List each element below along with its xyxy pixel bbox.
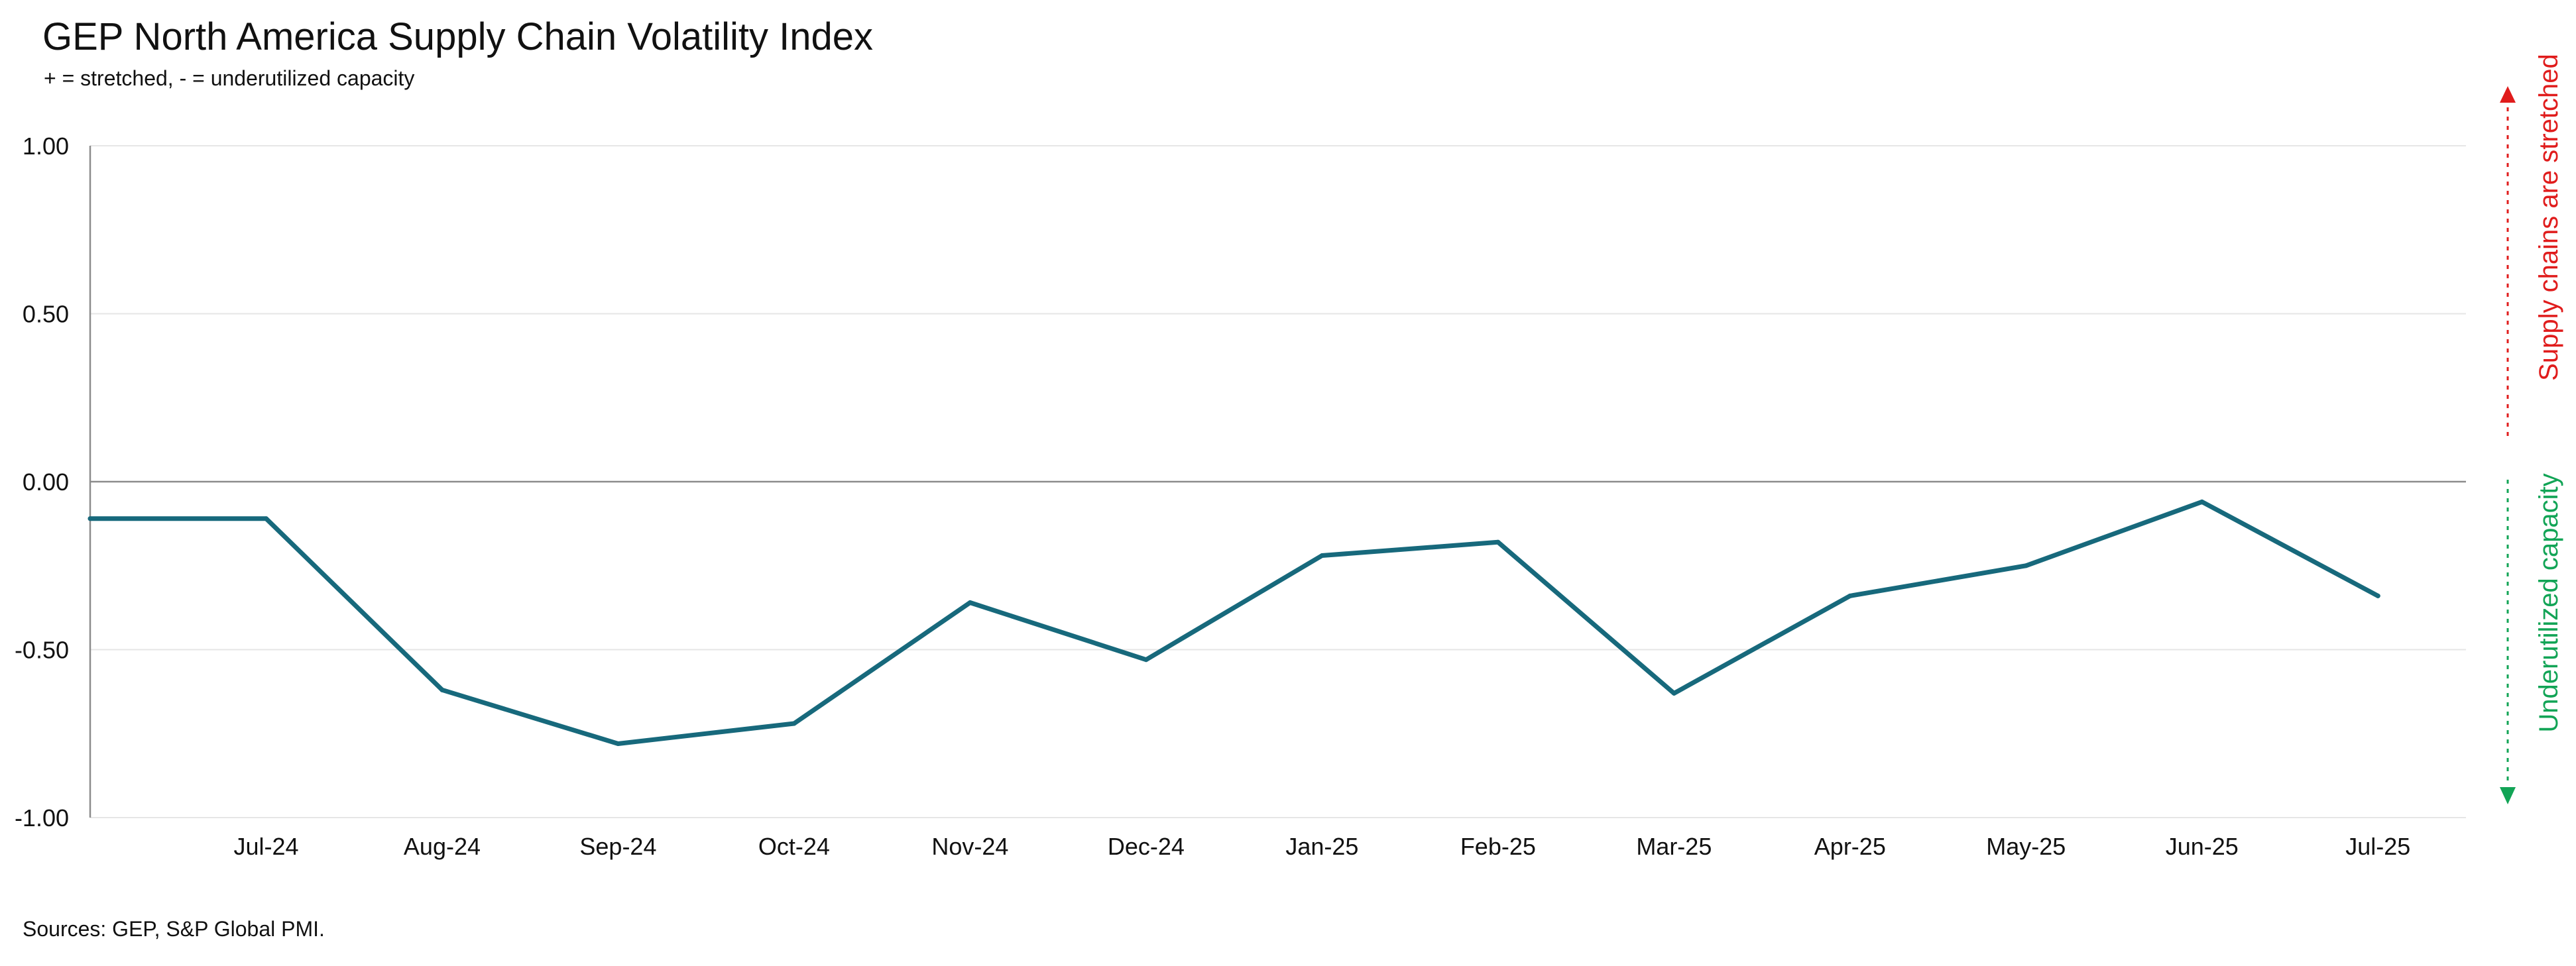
chart-subtitle: + = stretched, - = underutilized capacit… xyxy=(44,66,415,90)
data-point xyxy=(88,516,93,521)
y-tick-labels: 1.00 0.50 0.00 -0.50 -1.00 xyxy=(15,133,69,832)
x-tick-label: Feb-25 xyxy=(1460,833,1536,860)
x-tick-label: Jan-25 xyxy=(1285,833,1358,860)
y-tick-label: 0.00 xyxy=(23,468,69,496)
x-tick-label: Jun-25 xyxy=(2166,833,2239,860)
series-line xyxy=(88,499,2380,746)
x-tick-label: Sep-24 xyxy=(579,833,656,860)
x-tick-label: Jul-25 xyxy=(2345,833,2410,860)
data-point xyxy=(1671,690,1676,696)
chart-title: GEP North America Supply Chain Volatilit… xyxy=(42,15,874,58)
series-lines xyxy=(88,499,2380,746)
side-annotations: Supply chains are stretched Underutilize… xyxy=(2500,54,2563,804)
x-tick-label: Mar-25 xyxy=(1636,833,1712,860)
data-point xyxy=(791,721,797,726)
x-tick-label: Oct-24 xyxy=(758,833,830,860)
x-tick-label: May-25 xyxy=(1986,833,2066,860)
x-tick-label: Jul-24 xyxy=(233,833,298,860)
data-point xyxy=(2199,499,2205,504)
up-arrow-icon xyxy=(2500,86,2516,103)
x-tick-label: Aug-24 xyxy=(404,833,481,860)
down-arrow-icon xyxy=(2500,787,2516,804)
y-tick-label: 0.50 xyxy=(23,301,69,328)
data-point xyxy=(1319,553,1324,559)
data-point xyxy=(1847,593,1853,598)
underutilized-label: Underutilized capacity xyxy=(2534,473,2563,732)
x-tick-label: Dec-24 xyxy=(1108,833,1185,860)
source-note: Sources: GEP, S&P Global PMI. xyxy=(23,917,325,941)
data-point xyxy=(439,687,445,692)
axes xyxy=(89,146,2466,818)
x-tick-labels: Jul-24 Aug-24 Sep-24 Oct-24 Nov-24 Dec-24 Jan-… xyxy=(233,833,2410,860)
y-tick-label: 1.00 xyxy=(23,133,69,160)
data-point xyxy=(967,600,972,606)
data-point xyxy=(263,516,268,521)
y-tick-label: -0.50 xyxy=(15,637,69,664)
x-tick-label: Nov-24 xyxy=(931,833,1008,860)
data-point xyxy=(1143,657,1149,663)
data-point xyxy=(2375,593,2380,598)
x-tick-label: Apr-25 xyxy=(1814,833,1886,860)
data-point xyxy=(1495,539,1501,545)
data-point xyxy=(2023,563,2028,568)
y-tick-label: -1.00 xyxy=(15,804,69,832)
grid-lines xyxy=(90,145,2466,818)
data-point xyxy=(615,741,620,746)
stretched-label: Supply chains are stretched xyxy=(2534,54,2563,381)
